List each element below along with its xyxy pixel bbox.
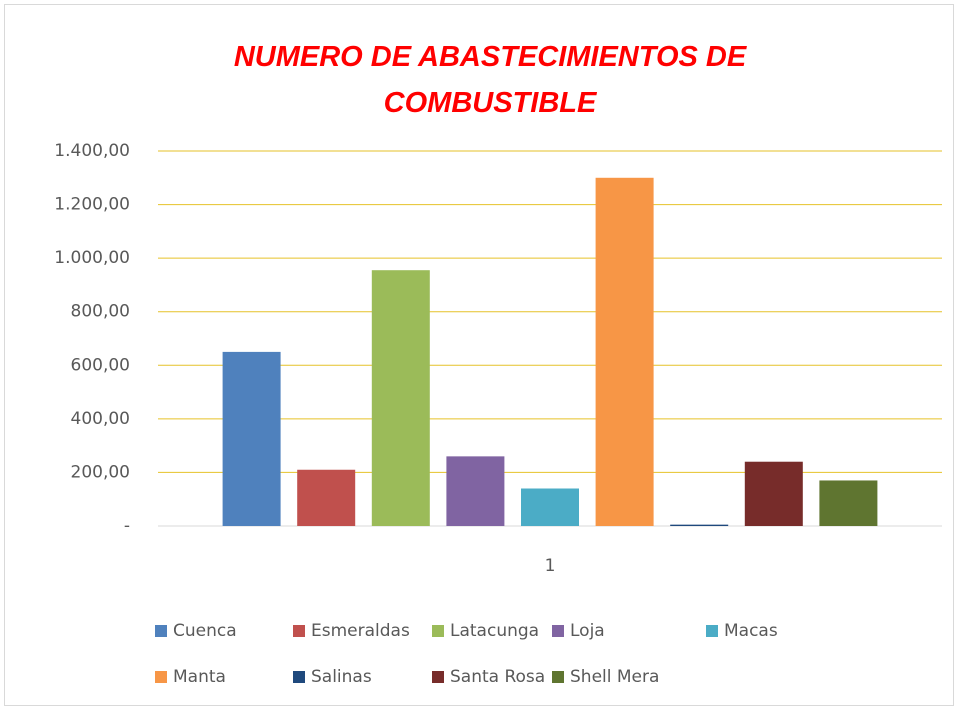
x-tick-label: 1 bbox=[545, 556, 556, 576]
legend-swatch bbox=[293, 625, 305, 637]
legend-label: Latacunga bbox=[450, 621, 539, 641]
legend-label: Macas bbox=[724, 621, 778, 641]
legend-label: Santa Rosa bbox=[450, 667, 545, 687]
legend-label: Shell Mera bbox=[570, 667, 659, 687]
legend-label: Cuenca bbox=[173, 621, 237, 641]
bar bbox=[521, 488, 579, 526]
legend-swatch bbox=[155, 625, 167, 637]
y-tick-label: 1.200,00 bbox=[54, 195, 130, 215]
bar bbox=[744, 461, 803, 526]
legend-swatch bbox=[155, 671, 167, 683]
legend-label: Salinas bbox=[311, 667, 372, 687]
legend-label: Loja bbox=[570, 621, 605, 641]
bar bbox=[297, 469, 356, 526]
y-tick-label: 600,00 bbox=[71, 355, 130, 375]
bar bbox=[819, 480, 878, 526]
bar bbox=[446, 456, 505, 526]
legend-swatch bbox=[706, 625, 718, 637]
legend-label: Manta bbox=[173, 667, 226, 687]
bar bbox=[371, 270, 430, 526]
legend-swatch bbox=[552, 671, 564, 683]
legend-swatch bbox=[432, 671, 444, 683]
bar bbox=[670, 524, 729, 526]
y-tick-label: 1.000,00 bbox=[54, 248, 130, 268]
bar bbox=[222, 351, 281, 526]
legend-swatch bbox=[432, 625, 444, 637]
y-tick-label: 800,00 bbox=[71, 302, 130, 322]
legend-label: Esmeraldas bbox=[311, 621, 410, 641]
legend-swatch bbox=[552, 625, 564, 637]
chart-frame bbox=[4, 4, 954, 706]
y-tick-label: 200,00 bbox=[71, 462, 130, 482]
legend-swatch bbox=[293, 671, 305, 683]
y-tick-label: 1.400,00 bbox=[54, 141, 130, 161]
y-tick-label: 400,00 bbox=[71, 409, 130, 429]
y-tick-label: - bbox=[124, 516, 130, 536]
chart-title: NUMERO DE ABASTECIMIENTOS DE COMBUSTIBLE bbox=[233, 41, 747, 119]
bar bbox=[595, 177, 654, 527]
